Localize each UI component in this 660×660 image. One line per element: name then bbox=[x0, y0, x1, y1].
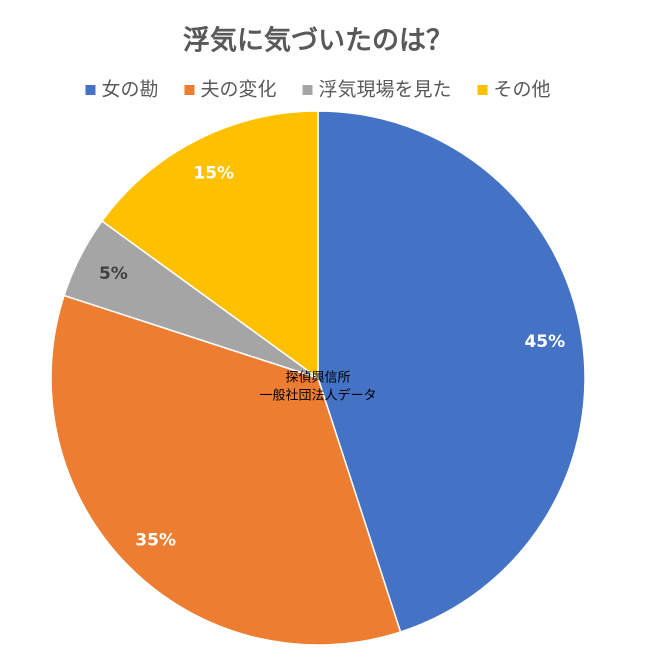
legend-label: 夫の変化 bbox=[200, 79, 276, 101]
pie-slice bbox=[317, 110, 586, 633]
annotation: 一般社団法人データ bbox=[259, 388, 376, 404]
data-label: 5% bbox=[99, 264, 128, 284]
pie-slice bbox=[50, 294, 402, 646]
legend-swatch bbox=[85, 85, 96, 95]
data-label: 15% bbox=[193, 163, 234, 183]
legend-label: その他 bbox=[494, 79, 551, 101]
legend-swatch bbox=[477, 85, 488, 95]
legend-label: 浮気現場を見た bbox=[319, 79, 452, 101]
data-label: 45% bbox=[524, 332, 565, 352]
legend-swatch bbox=[302, 85, 313, 95]
chart-title: 浮気に気づいたのは？ bbox=[183, 25, 453, 57]
legend-swatch bbox=[184, 85, 195, 95]
data-label: 35% bbox=[135, 530, 176, 550]
annotation: 探偵興信所 bbox=[285, 371, 350, 386]
legend-label: 女の勘 bbox=[101, 79, 158, 101]
pie-slice bbox=[100, 110, 319, 380]
